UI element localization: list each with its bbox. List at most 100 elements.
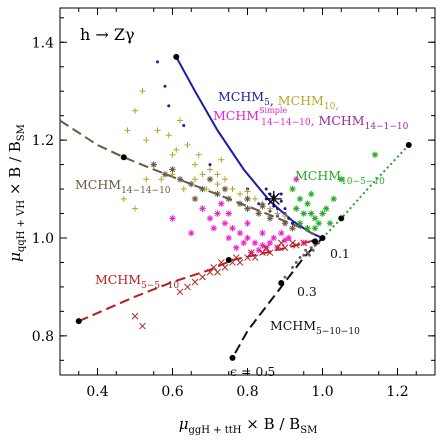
scatter-point: [143, 137, 150, 144]
scatter-point: [278, 229, 285, 237]
scatter-point: [293, 176, 300, 183]
curve-marker: [338, 215, 345, 222]
scatter-point: [184, 142, 191, 149]
scatter-point: [244, 195, 251, 203]
annotation-mchm5-mchm10: MCHM5, MCHM10,: [218, 89, 339, 112]
annotation-sup: Simple: [259, 106, 287, 115]
scatter-point: [221, 185, 229, 193]
scatter-point: [317, 241, 321, 245]
scatter-point: [282, 212, 288, 219]
scatter-point: [244, 220, 251, 227]
curve-marker: [278, 280, 285, 287]
scatter-point: [161, 171, 169, 178]
scatter-point: [232, 254, 240, 261]
scatter-point: [302, 253, 306, 257]
scatter-point: [214, 181, 221, 188]
curve-marker: [319, 234, 326, 241]
scatter-point: [291, 265, 294, 269]
scatter-point: [177, 117, 183, 124]
scatter-point: [229, 225, 236, 232]
scatter-point: [244, 188, 251, 195]
scatter-point: [225, 195, 232, 203]
curve-marker: [120, 154, 127, 161]
scatter-point: [283, 207, 287, 211]
scatter-point: [255, 247, 262, 254]
scatter-point: [188, 180, 195, 188]
scatter-point: [300, 239, 308, 247]
scatter-point: [132, 107, 138, 114]
scatter-point: [143, 176, 150, 183]
scatter-point: [176, 176, 184, 183]
scatter-point: [277, 239, 285, 247]
curve-marker: [225, 257, 232, 264]
scatter-point: [304, 200, 311, 207]
scatter-point: [281, 220, 289, 227]
annotation-mchm5-5-10: MCHM5−5−10: [95, 272, 179, 291]
scatter-point: [180, 186, 187, 193]
x-tick-label: 1.2: [386, 384, 408, 400]
scatter-point: [206, 215, 214, 222]
scatter-point: [167, 104, 171, 108]
scatter-point: [262, 244, 270, 252]
curve-line: [321, 144, 410, 239]
scatter-point: [188, 229, 195, 237]
scatter-point: [191, 195, 199, 203]
scatter-point: [308, 190, 315, 198]
scatter-point: [307, 253, 311, 257]
annotation-mchm5-10-10: MCHM5−10−10: [270, 318, 360, 337]
annotation-text: MCHM: [213, 108, 259, 123]
curve-marker: [229, 354, 236, 361]
scatter-point: [281, 237, 289, 244]
scatter-point: [207, 166, 213, 173]
scatter-point: [252, 195, 258, 202]
scatter-point: [264, 187, 268, 191]
scatter-point: [313, 243, 317, 247]
x-tick-label: 0.4: [86, 384, 108, 400]
y-axis-label-group: μqqH + VH × B / BSM: [6, 124, 27, 262]
scatter-point: [214, 268, 221, 276]
annotation-eps-0-1: 0.1: [330, 246, 350, 261]
scatter-point: [319, 210, 326, 217]
scatter-point: [251, 239, 259, 247]
scatter-point: [236, 200, 244, 207]
scatter-point: [289, 185, 296, 193]
annotation-text: ϵ = 0.5: [230, 364, 275, 379]
annotation-text: MCHM: [278, 93, 324, 108]
scatter-point: [279, 192, 283, 196]
curve-line: [231, 237, 324, 359]
annotation-text: MCHM: [295, 168, 341, 183]
y-tick-label: 0.8: [32, 329, 54, 345]
scatter-point: [259, 229, 266, 237]
scatter-point: [306, 251, 309, 255]
scatter-point: [255, 210, 262, 217]
scatter-point: [214, 210, 221, 217]
scatter-point: [206, 176, 214, 183]
annotation-eps-0-3: 0.3: [297, 284, 317, 299]
scatter-point: [330, 195, 337, 203]
y-tick-label: 1.4: [32, 35, 54, 51]
annotation-text: MCHM: [75, 177, 121, 192]
scatter-point: [279, 199, 283, 203]
scatter-point: [251, 254, 259, 261]
scatter-point: [311, 248, 315, 252]
scatter-point: [287, 216, 291, 220]
annotation-sub: 14−14−10: [121, 186, 171, 196]
scatter-point: [244, 254, 251, 261]
scatter-point: [192, 161, 198, 168]
scatter-point: [218, 200, 225, 207]
scatter-point: [293, 205, 300, 212]
scatter-point: [308, 210, 315, 217]
scatter-point: [214, 171, 221, 178]
scatter-point: [225, 234, 232, 242]
scatter-point: [311, 215, 319, 222]
scatter-point: [304, 225, 311, 232]
scatter-point: [165, 132, 172, 139]
scatter-point: [311, 225, 319, 232]
scatter-point: [283, 275, 287, 279]
scatter-point: [150, 161, 157, 168]
scatter-point: [338, 176, 345, 183]
scatter-point: [169, 151, 176, 158]
scatter-point: [182, 123, 186, 127]
